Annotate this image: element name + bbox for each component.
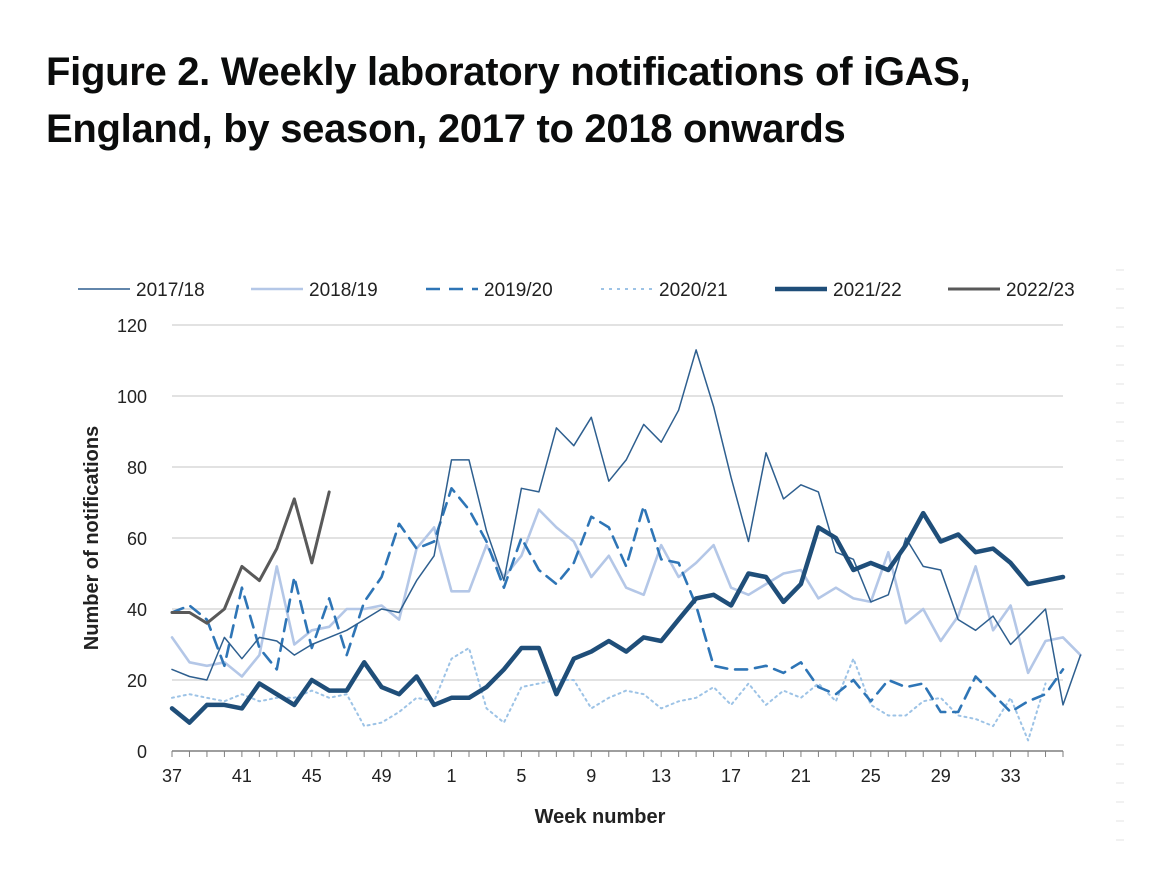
x-tick-label: 25 <box>861 766 881 786</box>
y-tick-label: 0 <box>137 742 147 762</box>
legend-label: 2020/21 <box>659 280 728 301</box>
y-tick-label: 100 <box>117 387 147 407</box>
x-tick-label: 13 <box>651 766 671 786</box>
x-tick-label: 29 <box>931 766 951 786</box>
y-tick-label: 40 <box>127 600 147 620</box>
series-line-2017-18 <box>171 349 1082 706</box>
x-tick-label: 5 <box>516 766 526 786</box>
legend-label: 2021/22 <box>833 280 902 301</box>
legend-label: 2017/18 <box>136 280 205 301</box>
x-tick-label: 21 <box>791 766 811 786</box>
legend-label: 2019/20 <box>484 280 553 301</box>
series-lines <box>169 349 1082 742</box>
x-tick-label: 33 <box>1001 766 1021 786</box>
figure-title: Figure 2. Weekly laboratory notification… <box>46 50 971 151</box>
series-line-2020-21 <box>171 647 1047 742</box>
y-tick-label: 120 <box>117 316 147 336</box>
x-axis-label: Week number <box>535 806 666 828</box>
y-tick-label: 80 <box>127 458 147 478</box>
x-tick-label: 45 <box>302 766 322 786</box>
x-tick-label: 37 <box>162 766 182 786</box>
legend-label: 2022/23 <box>1006 280 1075 301</box>
x-tick-label: 17 <box>721 766 741 786</box>
series-line-2018-19 <box>170 508 1082 678</box>
series-line-2022-23 <box>170 490 331 625</box>
legend: 2017/18 2018/19 2019/20 2020/21 2021/22 2022/… <box>78 280 1075 301</box>
y-axis-label: Number of notifications <box>81 426 103 650</box>
y-tick-label: 20 <box>127 671 147 691</box>
gridlines <box>172 324 1063 681</box>
legend-label: 2018/19 <box>309 280 378 301</box>
series-line-2021-22 <box>169 510 1066 725</box>
x-tick-label: 9 <box>586 766 596 786</box>
x-tick-label: 1 <box>447 766 457 786</box>
series-line-2019-20 <box>170 486 1065 714</box>
y-tick-label: 60 <box>127 529 147 549</box>
x-tick-label: 49 <box>372 766 392 786</box>
x-tick-label: 41 <box>232 766 252 786</box>
axes: 0 20 40 60 80 100 120 37 41 45 49 1 5 9 13 17 21 25 29 33 <box>117 269 1124 841</box>
